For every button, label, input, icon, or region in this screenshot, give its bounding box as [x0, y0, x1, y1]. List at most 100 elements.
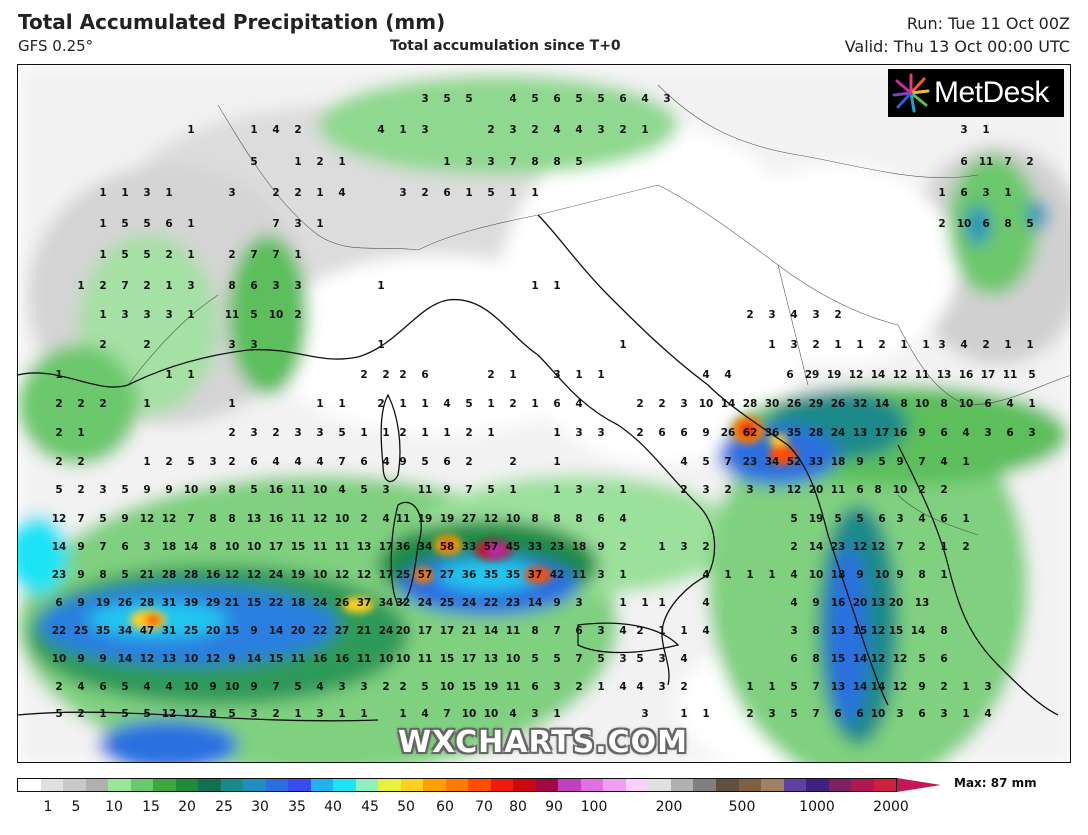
precip-value: 8	[900, 398, 907, 410]
precip-value: 1	[399, 708, 406, 720]
precip-value: 2	[940, 681, 947, 693]
precip-value: 1	[443, 156, 450, 168]
precip-value: 2	[619, 124, 626, 136]
precip-value: 5	[250, 156, 257, 168]
precip-value: 3	[702, 484, 709, 496]
precip-value: 12	[484, 513, 499, 525]
precip-value: 5	[121, 708, 128, 720]
precip-value: 3	[597, 124, 604, 136]
legend-color-step	[535, 779, 559, 791]
precip-value: 5	[553, 653, 560, 665]
precip-value: 11	[979, 156, 994, 168]
precip-value: 31	[162, 597, 177, 609]
precip-value: 1	[1028, 398, 1035, 410]
precip-value: 1	[834, 339, 841, 351]
precip-value: 6	[443, 187, 450, 199]
precip-value: 37	[528, 569, 543, 581]
legend-tick-label: 10	[105, 799, 123, 815]
precip-value: 6	[984, 398, 991, 410]
precip-value: 1	[377, 339, 384, 351]
precip-value: 1	[316, 187, 323, 199]
precip-value: 6	[940, 513, 947, 525]
precip-value: 33	[528, 541, 543, 553]
precip-value: 24	[269, 569, 284, 581]
precip-value: 8	[228, 280, 235, 292]
precip-value: 1	[553, 427, 560, 439]
legend-color-step	[603, 779, 626, 791]
precip-value: 42	[550, 569, 565, 581]
precip-value: 14	[871, 681, 886, 693]
precip-value: 1	[922, 339, 929, 351]
precip-value: 5	[790, 513, 797, 525]
precip-value: 16	[959, 369, 974, 381]
precip-value: 23	[52, 569, 67, 581]
precip-value: 10	[915, 398, 930, 410]
precip-value: 1	[165, 369, 172, 381]
precip-value: 1	[597, 681, 604, 693]
precip-value: 5	[121, 681, 128, 693]
precip-value: 2	[465, 456, 472, 468]
precip-value: 12	[893, 653, 908, 665]
precip-value: 11	[506, 625, 521, 637]
precip-value: 1	[746, 569, 753, 581]
precip-value: 14	[875, 398, 890, 410]
precip-value: 2	[487, 124, 494, 136]
precip-value: 8	[553, 513, 560, 525]
precip-value: 17	[981, 369, 996, 381]
precip-value: 4	[338, 484, 345, 496]
precip-value: 3	[465, 156, 472, 168]
precip-value: 3	[984, 681, 991, 693]
precip-value: 15	[440, 653, 455, 665]
precip-value: 2	[228, 427, 235, 439]
precip-value: 4	[421, 708, 428, 720]
precip-value: 6	[99, 681, 106, 693]
precip-value: 2	[272, 187, 279, 199]
legend-tick-label: 500	[728, 799, 756, 815]
precip-value: 1	[77, 280, 84, 292]
precip-value: 8	[209, 541, 216, 553]
precip-value: 1	[338, 398, 345, 410]
precip-value: 6	[250, 280, 257, 292]
precip-value: 35	[96, 625, 111, 637]
precip-value: 3	[553, 681, 560, 693]
precip-value: 10	[379, 653, 394, 665]
precip-value: 35	[484, 569, 499, 581]
precip-value: 4	[680, 653, 687, 665]
precip-value: 1	[143, 398, 150, 410]
precip-value: 9	[99, 653, 106, 665]
precip-value: 2	[382, 681, 389, 693]
precip-value: 9	[77, 569, 84, 581]
precip-value: 10	[313, 569, 328, 581]
precip-value: 1	[399, 124, 406, 136]
precip-value: 5	[531, 93, 538, 105]
precip-value: 11	[396, 513, 411, 525]
precip-value: 1	[553, 456, 560, 468]
precip-value: 7	[338, 456, 345, 468]
precip-value: 1	[360, 708, 367, 720]
precip-value: 4	[702, 569, 709, 581]
precip-value: 6	[960, 156, 967, 168]
precip-value: 2	[55, 681, 62, 693]
precip-value: 2	[360, 369, 367, 381]
precip-value: 10	[893, 484, 908, 496]
precip-value: 11	[335, 541, 350, 553]
precip-value: 13	[937, 369, 952, 381]
precip-value: 34	[118, 625, 133, 637]
precip-value: 22	[313, 625, 328, 637]
precip-value: 1	[553, 708, 560, 720]
precip-value: 1	[619, 597, 626, 609]
precip-value: 11	[291, 484, 306, 496]
precip-value: 2	[143, 280, 150, 292]
precip-value: 2	[680, 681, 687, 693]
precip-value: 2	[55, 398, 62, 410]
precip-value: 3	[663, 93, 670, 105]
precip-value: 7	[896, 541, 903, 553]
legend-color-step	[40, 779, 64, 791]
precip-value: 37	[357, 597, 372, 609]
precip-value: 1	[187, 218, 194, 230]
precip-value: 2	[636, 427, 643, 439]
precip-value: 14	[52, 541, 67, 553]
precip-value: 10	[184, 653, 199, 665]
precip-value: 3	[360, 681, 367, 693]
precip-value: 7	[812, 708, 819, 720]
